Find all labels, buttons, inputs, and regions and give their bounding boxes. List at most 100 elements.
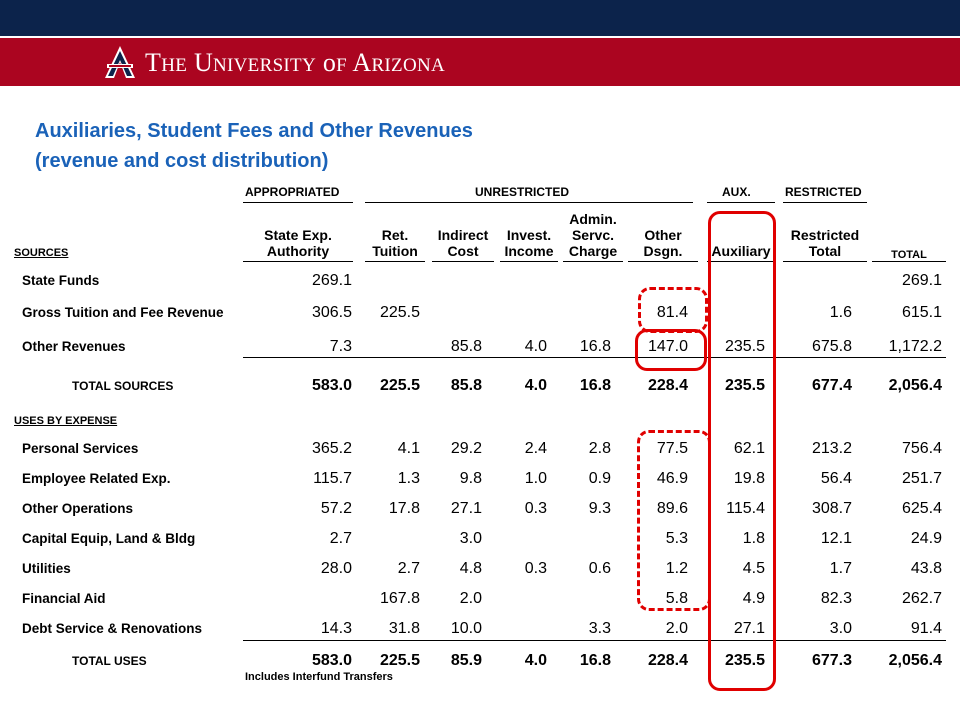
header-rule	[707, 261, 775, 262]
cell-aux: 62.1	[733, 440, 765, 457]
cell-total: 2,056.4	[888, 377, 942, 394]
footnote: Includes Interfund Transfers	[245, 671, 393, 683]
column-header-line: Ret.	[381, 227, 409, 243]
cell-total: 91.4	[910, 620, 942, 637]
cell-other: 81.4	[656, 304, 688, 321]
cell-aux: 4.5	[742, 560, 765, 577]
cell-indirect: 29.2	[450, 440, 482, 457]
cell-other: 228.4	[647, 377, 688, 394]
cell-ret: 167.8	[379, 590, 420, 607]
column-header-line: Auxiliary	[711, 243, 771, 259]
cell-state: 306.5	[311, 304, 352, 321]
cell-invest: 1.0	[524, 470, 547, 487]
column-header-line: Indirect	[437, 227, 489, 243]
table-row: TOTAL USES 583.0 225.5 85.9 4.0 16.8 228.4 235.…	[0, 650, 960, 672]
row-label: Financial Aid	[22, 591, 106, 606]
cell-other: 89.6	[656, 500, 688, 517]
cell-ret: 31.8	[388, 620, 420, 637]
cell-other: 46.9	[656, 470, 688, 487]
row-label: Personal Services	[22, 441, 139, 456]
cell-indirect: 85.8	[450, 338, 482, 355]
group-aux-line	[707, 202, 775, 203]
column-header-line: Total	[808, 243, 842, 259]
column-header-ret: Ret. Tuition	[365, 227, 425, 259]
column-header-invest: Invest. Income	[500, 227, 558, 259]
cell-state: 115.7	[313, 470, 352, 487]
cell-total: 24.9	[910, 530, 942, 547]
cell-total: 2,056.4	[888, 652, 942, 669]
column-header-aux: Auxiliary	[707, 243, 775, 259]
cell-indirect: 3.0	[459, 530, 482, 547]
cell-total: 615.1	[901, 304, 942, 321]
university-banner	[0, 38, 960, 86]
header-rule	[628, 261, 698, 262]
cell-restricted: 12.1	[820, 530, 852, 547]
cell-invest: 4.0	[524, 377, 547, 394]
table-row: Employee Related Exp. 115.7 1.3 9.8 1.0 0.9 46…	[0, 468, 960, 490]
cell-invest: 4.0	[524, 338, 547, 355]
group-aux: AUX.	[722, 185, 751, 199]
cell-indirect: 4.8	[459, 560, 482, 577]
cell-aux: 1.8	[742, 530, 765, 547]
cell-restricted: 677.3	[811, 652, 852, 669]
cell-restricted: 82.3	[820, 590, 852, 607]
row-label: Utilities	[22, 561, 71, 576]
slide-title: Auxiliaries, Student Fees and Other Reve…	[35, 120, 473, 142]
cell-aux: 19.8	[733, 470, 765, 487]
cell-other: 147.0	[647, 338, 688, 355]
cell-other: 228.4	[647, 652, 688, 669]
cell-other: 2.0	[665, 620, 688, 637]
column-header-other: Other Dsgn.	[628, 227, 698, 259]
table-row: Personal Services 365.2 4.1 29.2 2.4 2.8 77.5 6…	[0, 438, 960, 460]
column-header-line: Admin.	[569, 211, 617, 227]
cell-ret: 225.5	[379, 304, 420, 321]
university-name: THE UNIVERSITY oF ARIZONA	[145, 48, 446, 77]
uses-other-dashed-highlight	[637, 430, 711, 611]
cell-indirect: 27.1	[450, 500, 482, 517]
table-row: Gross Tuition and Fee Revenue 306.5 225.5 8…	[0, 302, 960, 324]
cell-state: 583.0	[311, 377, 352, 394]
header-rule	[432, 261, 494, 262]
row-label: Debt Service & Renovations	[22, 621, 203, 636]
column-header-state: State Exp. Authority	[243, 227, 353, 259]
table-row: State Funds 269.1 269.1	[0, 270, 960, 292]
column-header-line: Other	[644, 227, 682, 243]
cell-total: 1,172.2	[888, 338, 942, 355]
cell-restricted: 3.0	[829, 620, 852, 637]
cell-admin: 16.8	[579, 377, 611, 394]
cell-aux: 235.5	[724, 652, 765, 669]
section-sources: SOURCES	[14, 247, 69, 259]
total-sources-rule	[243, 357, 946, 358]
column-header-line: Invest.	[506, 227, 552, 243]
cell-ret: 1.3	[397, 470, 420, 487]
cell-admin: 0.6	[588, 560, 611, 577]
row-label: TOTAL SOURCES	[72, 379, 174, 393]
cell-state: 57.2	[320, 500, 352, 517]
column-header-line: Restricted	[790, 227, 860, 243]
cell-other: 77.5	[656, 440, 688, 457]
cell-total: 43.8	[910, 560, 942, 577]
column-header-line: Servc.	[571, 227, 615, 243]
cell-restricted: 1.7	[829, 560, 852, 577]
cell-indirect: 9.8	[459, 470, 482, 487]
cell-indirect: 10.0	[450, 620, 482, 637]
group-unrestricted: UNRESTRICTED	[475, 185, 570, 199]
top-navy-bar	[0, 0, 960, 36]
cell-state: 583.0	[311, 652, 352, 669]
header-rule	[783, 261, 867, 262]
cell-invest: 4.0	[524, 652, 547, 669]
university-logo-icon	[105, 46, 135, 78]
cell-total: 269.1	[901, 272, 942, 289]
cell-state: 28.0	[320, 560, 352, 577]
table-row: Other Revenues 7.3 85.8 4.0 16.8 147.0 235.5 67…	[0, 336, 960, 358]
group-restricted: RESTRICTED	[785, 185, 862, 199]
cell-ret: 17.8	[388, 500, 420, 517]
table-row: Debt Service & Renovations 14.3 31.8 10.0 3.…	[0, 618, 960, 640]
section-uses: USES BY EXPENSE	[14, 415, 118, 427]
cell-state: 269.1	[311, 272, 352, 289]
cell-indirect: 85.9	[450, 652, 482, 669]
cell-restricted: 213.2	[811, 440, 852, 457]
cell-state: 2.7	[329, 530, 352, 547]
cell-restricted: 677.4	[811, 377, 852, 394]
cell-admin: 16.8	[579, 652, 611, 669]
